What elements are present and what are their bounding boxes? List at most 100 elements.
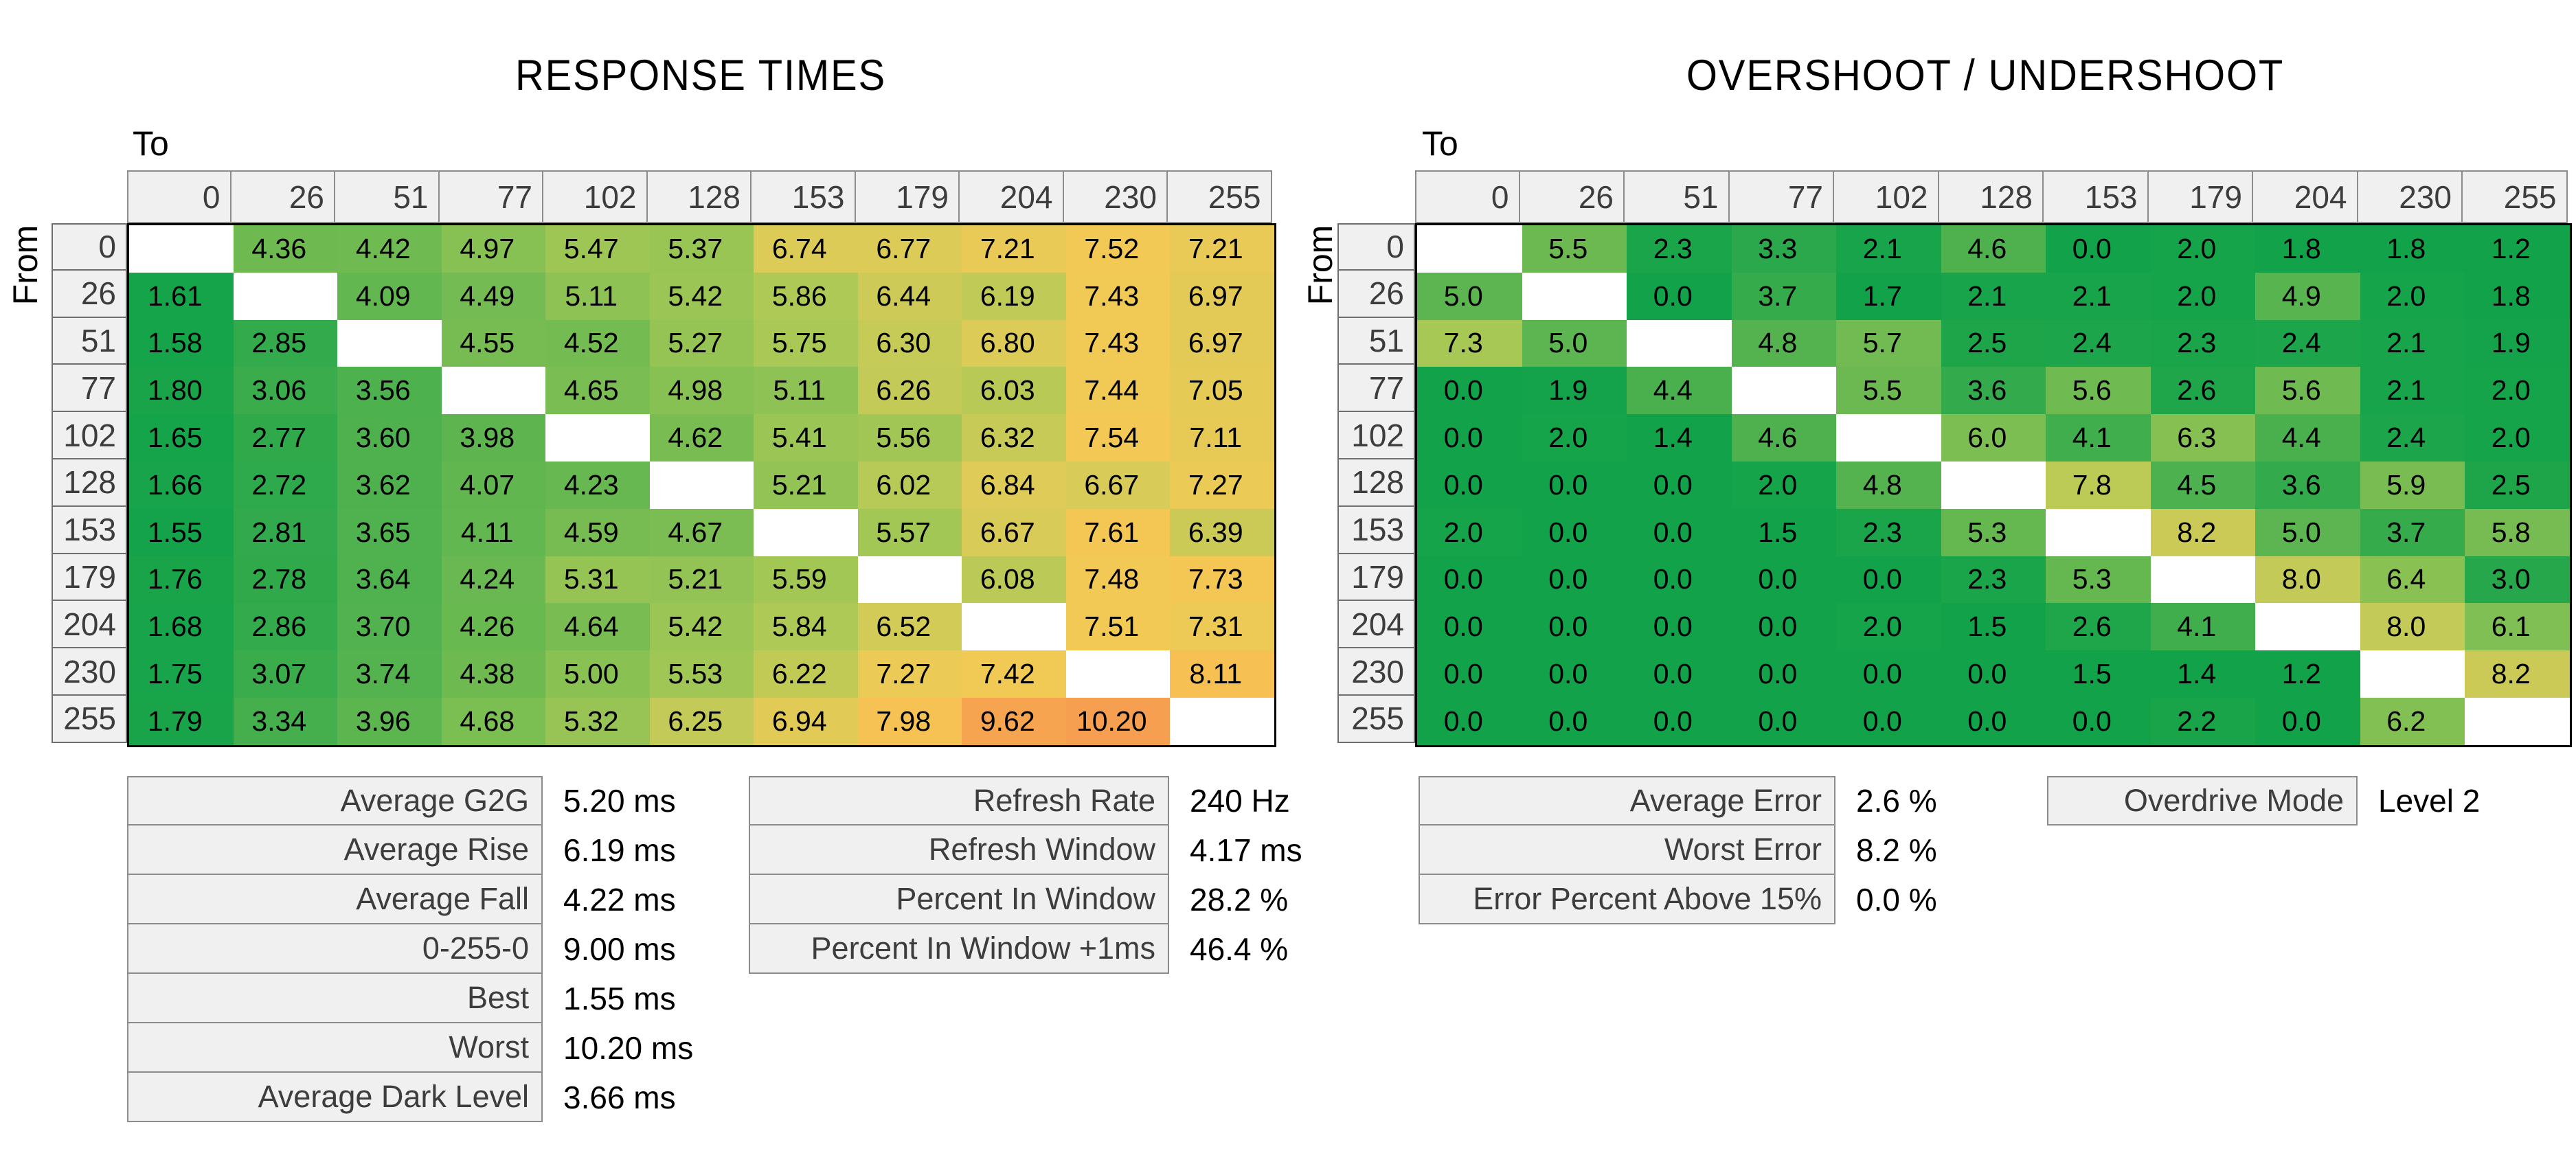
summary-value-worst-error: 8.2 % <box>1856 832 1937 868</box>
response-times-cell-from-77-to-255: 7.05 <box>1170 367 1274 415</box>
response-times-cell-from-51-to-77: 4.55 <box>441 319 545 367</box>
response-times-row-headers: 0 26 51 77 102 128 153 179 204 230 255 <box>52 223 127 743</box>
overshoot-cell-from-128-to-26: 0.0 <box>1522 461 1627 509</box>
overshoot-cell-from-204-to-153: 2.6 <box>2046 603 2151 651</box>
response-times-cell-from-128-to-102: 4.23 <box>545 461 650 509</box>
response-times-cell-from-102-to-204: 6.32 <box>962 414 1066 462</box>
response-times-rowheader-204: 204 <box>52 601 127 649</box>
response-summary-table: Average G2G 5.20 ms Average Rise 6.19 ms Ave… <box>127 776 693 1122</box>
response-times-cell-from-26-to-230: 7.43 <box>1065 272 1170 320</box>
overshoot-cell-from-102-to-26: 2.0 <box>1522 414 1627 462</box>
overshoot-cell-from-26-to-255: 1.8 <box>2465 272 2570 320</box>
response-times-colheader-128: 128 <box>647 170 752 223</box>
response-times-cell-from-204-to-26: 2.86 <box>233 603 337 651</box>
overshoot-grid: 5.5 2.3 3.3 2.1 4.6 0.0 2.0 1.8 1.8 1.2 5.0 0.0 3.7 1… <box>1415 223 2572 747</box>
overshoot-cell-from-230-to-0: 0.0 <box>1417 650 1522 698</box>
response-times-cell-from-179-to-26: 2.78 <box>233 556 337 604</box>
overshoot-cell-from-77-to-153: 5.6 <box>2046 367 2151 415</box>
overshoot-cell-from-77-to-179: 2.6 <box>2150 367 2255 415</box>
response-times-cell-from-26-to-77: 4.49 <box>441 272 545 320</box>
response-times-cell-from-230-to-0: 1.75 <box>129 650 234 698</box>
summary-row-average-error: Average Error 2.6 % <box>1419 776 1937 825</box>
overshoot-cell-from-153-to-255: 5.8 <box>2465 508 2570 556</box>
overshoot-cell-from-204-to-179: 4.1 <box>2150 603 2255 651</box>
response-times-cell-from-102-to-179: 5.56 <box>857 414 962 462</box>
response-times-colheader-153: 153 <box>752 170 856 223</box>
overshoot-cell-from-51-to-153: 2.4 <box>2046 319 2151 367</box>
overshoot-cell-from-153-to-128: 5.3 <box>1941 508 2046 556</box>
overshoot-cell-from-51-to-0: 7.3 <box>1417 319 1522 367</box>
overshoot-cell-from-255-to-179: 2.2 <box>2150 697 2255 745</box>
response-times-cell-from-179-to-77: 4.24 <box>441 556 545 604</box>
response-times-cell-from-128-to-255: 7.27 <box>1170 461 1274 509</box>
overshoot-title: OVERSHOOT / UNDERSHOOT <box>1686 52 2285 100</box>
response-times-cell-from-0-to-230: 7.52 <box>1065 225 1170 273</box>
error-summary-table: Average Error 2.6 % Worst Error 8.2 % Error … <box>1419 776 1937 924</box>
response-times-cell-from-153-to-128: 4.67 <box>649 508 754 556</box>
overshoot-cell-from-230-to-77: 0.0 <box>1731 650 1836 698</box>
response-times-cell-from-255-to-77: 4.68 <box>441 697 545 745</box>
overshoot-cell-from-153-to-153 <box>2046 508 2151 556</box>
response-times-cell-from-204-to-153: 5.84 <box>754 603 858 651</box>
response-times-cell-from-128-to-77: 4.07 <box>441 461 545 509</box>
response-times-cell-from-255-to-128: 6.25 <box>649 697 754 745</box>
overshoot-cell-from-179-to-51: 0.0 <box>1627 556 1732 604</box>
overshoot-colheader-153: 153 <box>2044 170 2149 223</box>
overshoot-rowheader-255: 255 <box>1337 695 1415 743</box>
overshoot-colheader-230: 230 <box>2358 170 2463 223</box>
response-times-cell-from-230-to-26: 3.07 <box>233 650 337 698</box>
summary-label-average-error: Average Error <box>1419 776 1835 825</box>
overshoot-colheader-179: 179 <box>2148 170 2253 223</box>
response-times-cell-from-102-to-128: 4.62 <box>649 414 754 462</box>
response-times-rowheader-179: 179 <box>52 554 127 602</box>
overshoot-cell-from-77-to-255: 2.0 <box>2465 367 2570 415</box>
summary-row-average-rise: Average Rise 6.19 ms <box>127 825 693 875</box>
overshoot-colheader-26: 26 <box>1519 170 1625 223</box>
overshoot-cell-from-230-to-153: 1.5 <box>2046 650 2151 698</box>
response-times-rowheader-26: 26 <box>52 270 127 318</box>
overshoot-cell-from-153-to-204: 5.0 <box>2255 508 2360 556</box>
overshoot-cell-from-230-to-102: 0.0 <box>1836 650 1941 698</box>
overshoot-rowheader-204: 204 <box>1337 601 1415 649</box>
summary-value-percent-in-window-1ms: 46.4 % <box>1190 931 1289 967</box>
response-times-cell-from-179-to-51: 3.64 <box>337 556 442 604</box>
overshoot-cell-from-77-to-204: 5.6 <box>2255 367 2360 415</box>
summary-label-refresh-rate: Refresh Rate <box>749 776 1169 825</box>
overshoot-cell-from-51-to-77: 4.8 <box>1731 319 1836 367</box>
summary-row-error-percent-above-15: Error Percent Above 15% 0.0 % <box>1419 875 1937 924</box>
response-times-cell-from-102-to-26: 2.77 <box>233 414 337 462</box>
overshoot-cell-from-230-to-128: 0.0 <box>1941 650 2046 698</box>
overshoot-cell-from-179-to-77: 0.0 <box>1731 556 1836 604</box>
summary-value-average-error: 2.6 % <box>1856 783 1937 819</box>
response-times-cell-from-26-to-26 <box>233 272 337 320</box>
response-times-cell-from-255-to-51: 3.96 <box>337 697 442 745</box>
response-times-cell-from-0-to-102: 5.47 <box>545 225 650 273</box>
overshoot-cell-from-179-to-255: 3.0 <box>2465 556 2570 604</box>
response-times-cell-from-204-to-128: 5.42 <box>649 603 754 651</box>
overshoot-cell-from-179-to-128: 2.3 <box>1941 556 2046 604</box>
overshoot-cell-from-179-to-0: 0.0 <box>1417 556 1522 604</box>
response-times-cell-from-77-to-230: 7.44 <box>1065 367 1170 415</box>
response-times-grid: 4.36 4.42 4.97 5.47 5.37 6.74 6.77 7.21 7.52 7.21… <box>127 223 1276 747</box>
response-times-cell-from-255-to-179: 7.98 <box>857 697 962 745</box>
response-times-colheader-204: 204 <box>960 170 1064 223</box>
response-times-cell-from-102-to-230: 7.54 <box>1065 414 1170 462</box>
response-times-cell-from-179-to-230: 7.48 <box>1065 556 1170 604</box>
response-times-cell-from-102-to-153: 5.41 <box>754 414 858 462</box>
overshoot-cell-from-0-to-255: 1.2 <box>2465 225 2570 273</box>
overshoot-cell-from-128-to-153: 7.8 <box>2046 461 2151 509</box>
response-times-cell-from-0-to-204: 7.21 <box>962 225 1066 273</box>
overshoot-cell-from-51-to-26: 5.0 <box>1522 319 1627 367</box>
summary-value-overdrive-mode: Level 2 <box>2378 783 2481 819</box>
overshoot-cell-from-26-to-179: 2.0 <box>2150 272 2255 320</box>
response-times-cell-from-255-to-0: 1.79 <box>129 697 234 745</box>
response-times-cell-from-51-to-204: 6.80 <box>962 319 1066 367</box>
overshoot-cell-from-128-to-102: 4.8 <box>1836 461 1941 509</box>
response-times-cell-from-26-to-0: 1.61 <box>129 272 234 320</box>
response-times-colheader-26: 26 <box>231 170 335 223</box>
response-times-cell-from-204-to-230: 7.51 <box>1065 603 1170 651</box>
overshoot-cell-from-230-to-51: 0.0 <box>1627 650 1732 698</box>
overshoot-cell-from-0-to-153: 0.0 <box>2046 225 2151 273</box>
response-times-rowheader-153: 153 <box>52 506 127 554</box>
